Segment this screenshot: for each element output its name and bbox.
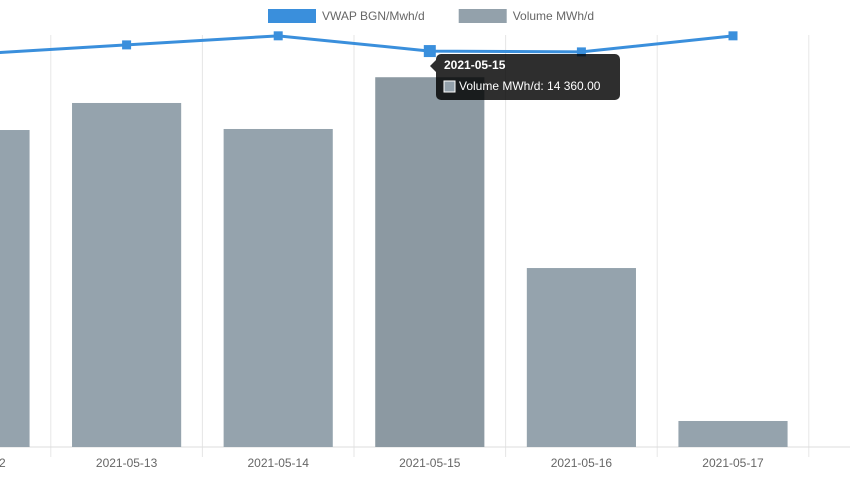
x-tick-label: 2021-05-12 bbox=[0, 456, 6, 470]
tooltip-label: Volume MWh/d: 14 360.00 bbox=[459, 79, 601, 93]
tooltip-title: 2021-05-15 bbox=[444, 58, 506, 72]
legend-swatch bbox=[458, 9, 507, 23]
tooltip: 2021-05-15 Volume MWh/d: 14 360.00 bbox=[430, 54, 620, 100]
x-tick-label: 2021-05-14 bbox=[248, 456, 310, 470]
legend-swatch bbox=[268, 9, 316, 23]
tooltip-swatch bbox=[443, 80, 456, 93]
bar bbox=[223, 128, 333, 448]
tooltip-arrow bbox=[430, 60, 436, 72]
bar bbox=[526, 268, 636, 447]
line-point bbox=[728, 31, 738, 41]
bar bbox=[0, 130, 30, 447]
bar bbox=[678, 420, 788, 447]
x-tick-label: 2021-05-13 bbox=[96, 456, 158, 470]
line-point bbox=[122, 40, 132, 50]
tooltip-box bbox=[436, 54, 620, 100]
line-point bbox=[576, 47, 586, 57]
line-point bbox=[423, 45, 436, 58]
legend-label: Volume MWh/d bbox=[513, 9, 594, 23]
x-tick-label: 2021-05-16 bbox=[551, 456, 613, 470]
x-tick-label: 2021-05-15 bbox=[399, 456, 461, 470]
line-point bbox=[273, 31, 283, 41]
line bbox=[0, 34, 734, 54]
bar bbox=[375, 77, 485, 447]
x-tick-label: 2021-05-17 bbox=[702, 456, 764, 470]
bar bbox=[72, 102, 182, 447]
legend-label: VWAP BGN/Mwh/d bbox=[322, 9, 425, 23]
